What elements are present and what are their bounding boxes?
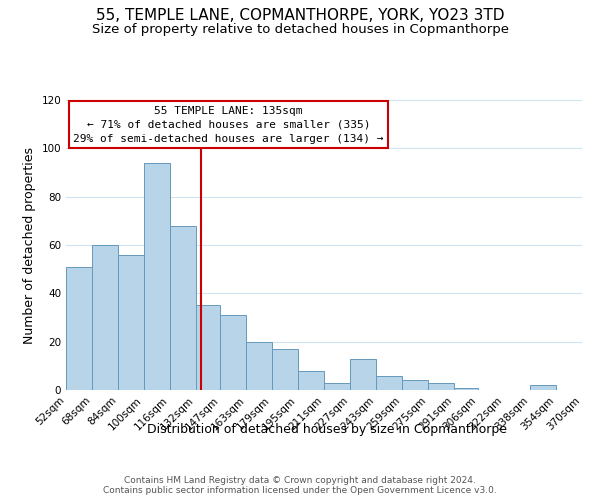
Bar bbox=[92, 245, 118, 390]
Text: 55 TEMPLE LANE: 135sqm
← 71% of detached houses are smaller (335)
29% of semi-de: 55 TEMPLE LANE: 135sqm ← 71% of detached… bbox=[73, 106, 384, 144]
Bar bbox=[196, 306, 220, 390]
Bar bbox=[144, 163, 170, 390]
Bar bbox=[428, 383, 454, 390]
Bar bbox=[118, 254, 143, 390]
Bar bbox=[376, 376, 401, 390]
Bar bbox=[272, 349, 298, 390]
Bar bbox=[530, 385, 556, 390]
Bar bbox=[298, 370, 324, 390]
Bar bbox=[170, 226, 196, 390]
Bar bbox=[247, 342, 272, 390]
Text: 55, TEMPLE LANE, COPMANTHORPE, YORK, YO23 3TD: 55, TEMPLE LANE, COPMANTHORPE, YORK, YO2… bbox=[96, 8, 504, 22]
Bar bbox=[220, 315, 246, 390]
Text: Distribution of detached houses by size in Copmanthorpe: Distribution of detached houses by size … bbox=[147, 422, 507, 436]
Y-axis label: Number of detached properties: Number of detached properties bbox=[23, 146, 36, 344]
Bar bbox=[402, 380, 428, 390]
Bar bbox=[324, 383, 350, 390]
Bar bbox=[350, 358, 376, 390]
Bar bbox=[454, 388, 478, 390]
Bar bbox=[66, 267, 92, 390]
Text: Size of property relative to detached houses in Copmanthorpe: Size of property relative to detached ho… bbox=[91, 22, 509, 36]
Text: Contains HM Land Registry data © Crown copyright and database right 2024.
Contai: Contains HM Land Registry data © Crown c… bbox=[103, 476, 497, 495]
